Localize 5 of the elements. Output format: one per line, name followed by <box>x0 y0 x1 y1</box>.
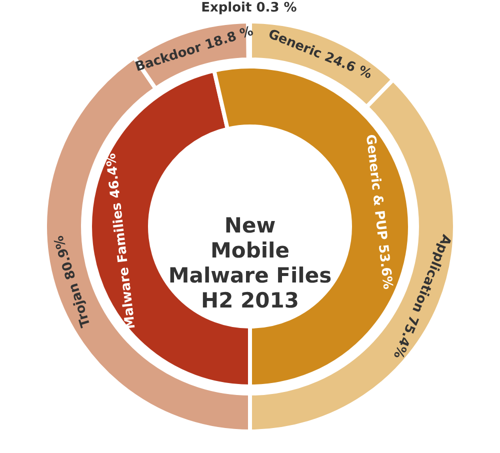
category-label: Exploit 0.3 % <box>201 0 297 16</box>
slice-label: Malware Families 46.4% <box>104 152 139 330</box>
category-label: Trojan 80.9% <box>52 234 94 329</box>
slice-label: Generic & PUP 53.6% <box>362 134 395 290</box>
text: New Mobile Malware Files H2 2013 <box>168 214 332 312</box>
